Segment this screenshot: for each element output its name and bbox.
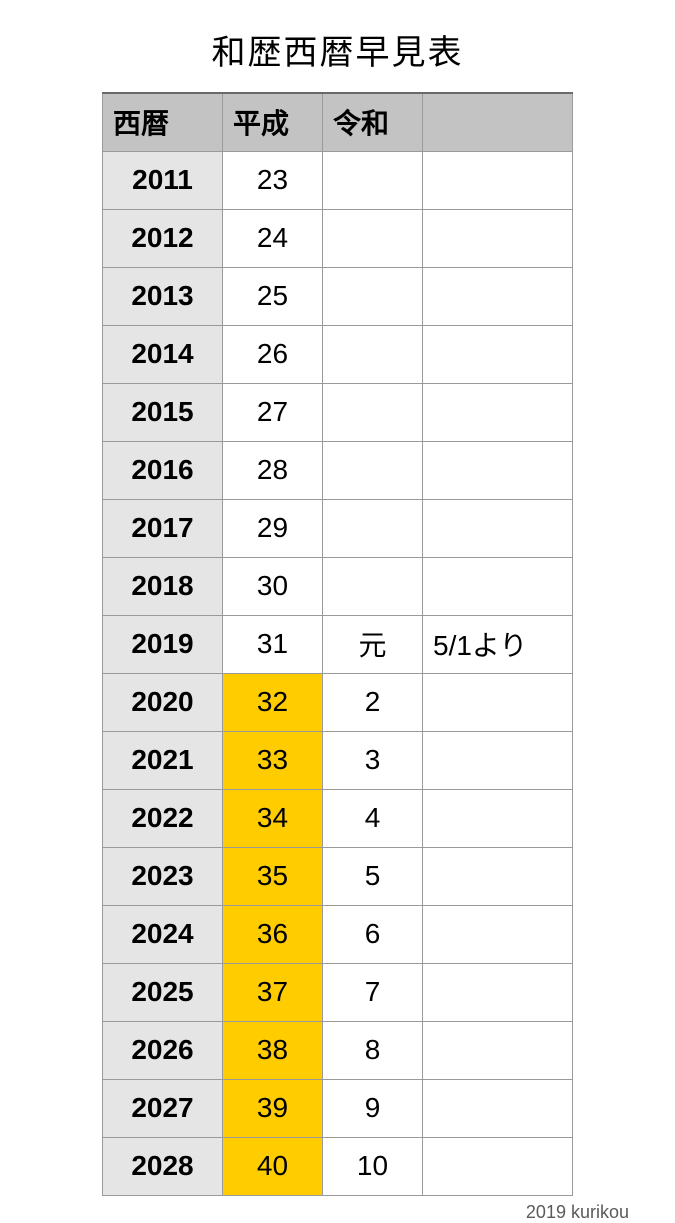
table-row: 2024366 [103, 905, 573, 963]
cell-year: 2021 [103, 731, 223, 789]
table-row: 2027399 [103, 1079, 573, 1137]
table-row: 20284010 [103, 1137, 573, 1195]
cell-note [423, 383, 573, 441]
cell-year: 2013 [103, 267, 223, 325]
cell-reiwa [323, 383, 423, 441]
table-row: 2021333 [103, 731, 573, 789]
cell-year: 2025 [103, 963, 223, 1021]
col-header-note [423, 93, 573, 151]
cell-year: 2019 [103, 615, 223, 673]
table-row: 201628 [103, 441, 573, 499]
table-row: 201426 [103, 325, 573, 383]
table-row: 2023355 [103, 847, 573, 905]
cell-reiwa: 5 [323, 847, 423, 905]
cell-year: 2023 [103, 847, 223, 905]
table-row: 201325 [103, 267, 573, 325]
table-row: 2026388 [103, 1021, 573, 1079]
cell-note [423, 557, 573, 615]
cell-year: 2024 [103, 905, 223, 963]
cell-reiwa: 10 [323, 1137, 423, 1195]
cell-reiwa [323, 209, 423, 267]
cell-year: 2011 [103, 151, 223, 209]
cell-reiwa: 9 [323, 1079, 423, 1137]
cell-note [423, 499, 573, 557]
table-row: 201931元5/1より [103, 615, 573, 673]
cell-note [423, 441, 573, 499]
cell-heisei: 25 [223, 267, 323, 325]
cell-heisei: 40 [223, 1137, 323, 1195]
cell-heisei: 31 [223, 615, 323, 673]
cell-year: 2027 [103, 1079, 223, 1137]
cell-note [423, 151, 573, 209]
col-header-heisei: 平成 [223, 93, 323, 151]
cell-year: 2018 [103, 557, 223, 615]
cell-year: 2020 [103, 673, 223, 731]
cell-heisei: 33 [223, 731, 323, 789]
cell-heisei: 24 [223, 209, 323, 267]
cell-note [423, 963, 573, 1021]
cell-note [423, 267, 573, 325]
cell-note [423, 1137, 573, 1195]
cell-heisei: 36 [223, 905, 323, 963]
cell-heisei: 34 [223, 789, 323, 847]
cell-note [423, 731, 573, 789]
col-header-year: 西暦 [103, 93, 223, 151]
cell-year: 2022 [103, 789, 223, 847]
table-header-row: 西暦 平成 令和 [103, 93, 573, 151]
cell-reiwa: 7 [323, 963, 423, 1021]
cell-reiwa: 8 [323, 1021, 423, 1079]
era-table: 西暦 平成 令和 2011232012242013252014262015272… [102, 92, 573, 1196]
cell-year: 2012 [103, 209, 223, 267]
cell-heisei: 28 [223, 441, 323, 499]
cell-note [423, 673, 573, 731]
cell-note [423, 1079, 573, 1137]
table-row: 2020322 [103, 673, 573, 731]
cell-reiwa: 元 [323, 615, 423, 673]
cell-heisei: 26 [223, 325, 323, 383]
cell-reiwa [323, 441, 423, 499]
cell-heisei: 39 [223, 1079, 323, 1137]
page-title: 和歴西暦早見表 [40, 25, 635, 74]
cell-heisei: 23 [223, 151, 323, 209]
cell-reiwa: 4 [323, 789, 423, 847]
cell-heisei: 38 [223, 1021, 323, 1079]
cell-note [423, 209, 573, 267]
cell-note [423, 1021, 573, 1079]
cell-note [423, 789, 573, 847]
cell-heisei: 27 [223, 383, 323, 441]
cell-year: 2028 [103, 1137, 223, 1195]
cell-heisei: 30 [223, 557, 323, 615]
cell-note: 5/1より [423, 615, 573, 673]
cell-note [423, 905, 573, 963]
cell-reiwa [323, 151, 423, 209]
table-row: 201830 [103, 557, 573, 615]
cell-reiwa: 3 [323, 731, 423, 789]
cell-year: 2026 [103, 1021, 223, 1079]
cell-year: 2015 [103, 383, 223, 441]
col-header-reiwa: 令和 [323, 93, 423, 151]
table-row: 201527 [103, 383, 573, 441]
cell-year: 2016 [103, 441, 223, 499]
table-row: 2022344 [103, 789, 573, 847]
cell-reiwa [323, 267, 423, 325]
table-row: 2025377 [103, 963, 573, 1021]
cell-year: 2017 [103, 499, 223, 557]
cell-note [423, 847, 573, 905]
cell-reiwa: 2 [323, 673, 423, 731]
table-row: 201224 [103, 209, 573, 267]
cell-reiwa [323, 557, 423, 615]
cell-year: 2014 [103, 325, 223, 383]
cell-heisei: 37 [223, 963, 323, 1021]
cell-heisei: 32 [223, 673, 323, 731]
table-row: 201729 [103, 499, 573, 557]
cell-note [423, 325, 573, 383]
cell-reiwa [323, 325, 423, 383]
cell-reiwa [323, 499, 423, 557]
cell-heisei: 29 [223, 499, 323, 557]
cell-heisei: 35 [223, 847, 323, 905]
cell-reiwa: 6 [323, 905, 423, 963]
table-row: 201123 [103, 151, 573, 209]
